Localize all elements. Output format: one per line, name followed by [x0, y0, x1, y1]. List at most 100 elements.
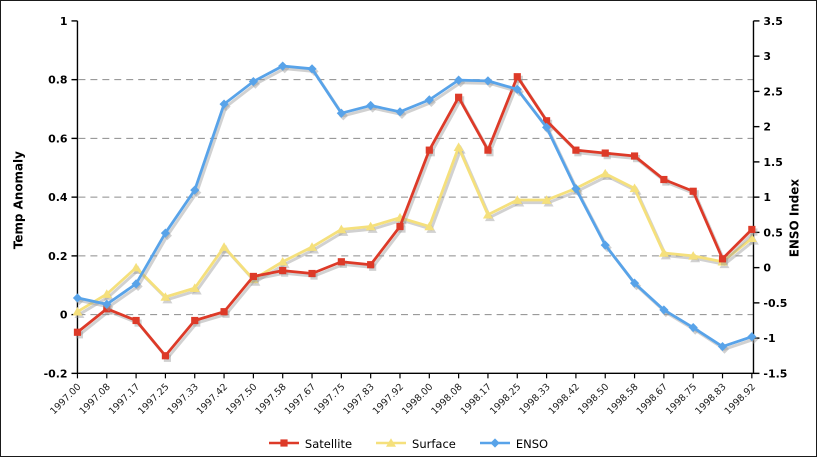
triangle-marker — [131, 262, 142, 272]
legend-label-satellite: Satellite — [304, 436, 353, 451]
x-axis-tick-label: 1998.83 — [693, 382, 728, 417]
diamond-marker — [102, 299, 112, 309]
x-axis-tick-label: 1998.42 — [547, 382, 582, 417]
x-axis-tick-label: 1997.75 — [312, 382, 347, 417]
x-axis-tick-label: 1997.25 — [136, 382, 171, 417]
square-marker — [718, 255, 727, 263]
diamond-marker — [747, 332, 757, 342]
diamond-marker — [542, 122, 552, 132]
right-axis-tick-label: 3 — [763, 50, 771, 63]
x-axis-tick-label: 1998.33 — [517, 382, 552, 417]
triangle-marker — [336, 224, 347, 234]
right-axis-title: ENSO Index — [787, 179, 801, 258]
triangle-marker — [307, 242, 318, 251]
square-marker — [73, 328, 82, 336]
triangle-marker — [453, 142, 464, 151]
legend-item-satellite: Satellite — [268, 434, 353, 453]
left-axis-title: Temp Anomaly — [12, 151, 26, 249]
square-marker — [279, 266, 287, 275]
right-axis-tick-label: 2 — [763, 121, 771, 134]
square-marker — [513, 73, 521, 81]
x-axis-tick-label: 1998.25 — [488, 382, 523, 417]
diamond-marker — [366, 100, 376, 111]
x-axis-tick-label: 1998.58 — [605, 382, 640, 417]
left-axis-tick-label: 1 — [60, 15, 68, 28]
triangle-legend-marker — [386, 438, 397, 447]
square-marker — [132, 316, 140, 325]
left-axis-tick-label: 0.2 — [48, 250, 67, 263]
left-axis: -0.2 0 0.2 0.4 0.6 0.8 1 — [44, 15, 78, 380]
square-marker — [543, 117, 551, 125]
triangle-marker — [72, 306, 83, 316]
triangle-marker — [600, 168, 611, 178]
legend-label-surface: Surface — [412, 436, 456, 451]
triangle-marker — [541, 195, 552, 204]
x-axis-tick-label: 1997.33 — [165, 382, 200, 417]
right-axis: -1.5 -1 -0.5 0 0.5 1 1.5 2 2.5 3 3.5 — [753, 15, 787, 380]
triangle-marker — [629, 183, 640, 193]
x-axis-tick-label: 1998.67 — [635, 382, 670, 417]
diamond-marker — [248, 76, 258, 87]
diamond-marker — [278, 61, 288, 71]
diamond-marker — [72, 293, 83, 303]
left-axis-tick-label: 0.4 — [48, 191, 68, 204]
square-marker — [455, 93, 463, 101]
x-axis-tick-label: 1997.17 — [107, 382, 142, 417]
legend-label-enso: ENSO — [515, 436, 549, 451]
square-marker — [630, 152, 639, 160]
diamond-marker-shadow — [74, 295, 85, 306]
right-axis-tick-label: -1.5 — [763, 367, 787, 380]
square-marker — [748, 225, 756, 234]
diamond-legend-marker — [490, 438, 500, 448]
square-marker — [660, 175, 668, 184]
triangle-marker — [365, 221, 376, 231]
right-axis-tick-label: 1.5 — [763, 156, 782, 169]
square-marker — [308, 269, 316, 278]
right-axis-tick-label: 2.5 — [763, 85, 782, 98]
x-axis-tick-label: 1997.92 — [371, 382, 406, 417]
triangle-marker — [101, 289, 112, 298]
square-marker — [689, 187, 697, 195]
triangle-marker — [746, 233, 757, 243]
legend-item-surface: Surface — [376, 434, 456, 453]
enso-series-marker-icon — [479, 434, 510, 453]
square-marker — [484, 146, 492, 154]
right-axis-tick-label: 0 — [763, 262, 771, 275]
triangle-marker — [688, 251, 699, 260]
x-axis-tick-label: 1997.08 — [78, 382, 113, 417]
diamond-marker — [717, 341, 728, 352]
series-surface — [72, 142, 759, 319]
x-axis-tick-label: 1998.08 — [429, 382, 464, 417]
left-axis-tick-label: 0 — [60, 309, 68, 322]
x-axis-tick-label: 1998.75 — [664, 382, 699, 417]
x-axis-tick-label: 1998.92 — [723, 382, 758, 417]
right-axis-tick-label: 0.5 — [763, 226, 782, 239]
x-axis-tick-label: 1997.50 — [224, 382, 259, 417]
diamond-marker — [512, 84, 522, 94]
diamond-marker-shadow — [485, 78, 495, 88]
left-axis-tick-label: 0.6 — [48, 132, 68, 145]
legend-item-enso: ENSO — [479, 434, 549, 453]
triangle-marker — [160, 292, 171, 301]
square-marker — [425, 146, 433, 154]
square-marker — [191, 316, 199, 325]
triangle-marker — [512, 195, 523, 204]
x-axis-tick-label: 1997.58 — [253, 382, 288, 417]
x-axis-tick-label: 1997.00 — [48, 382, 83, 417]
gridlines — [78, 79, 754, 316]
triangle-marker — [482, 209, 493, 219]
x-axis-tick-label: 1998.50 — [576, 382, 611, 417]
triangle-marker — [658, 248, 669, 257]
satellite-series-marker-icon — [268, 434, 299, 453]
right-axis-tick-label: 3.5 — [763, 15, 782, 28]
square-marker — [601, 149, 609, 157]
series-enso — [72, 61, 759, 354]
diamond-marker — [629, 278, 640, 288]
square-legend-marker — [280, 439, 288, 447]
x-axis-tick-label: 1998.17 — [459, 382, 494, 417]
triangle-marker — [189, 283, 200, 292]
triangle-marker — [424, 221, 435, 231]
diamond-marker — [454, 75, 464, 85]
